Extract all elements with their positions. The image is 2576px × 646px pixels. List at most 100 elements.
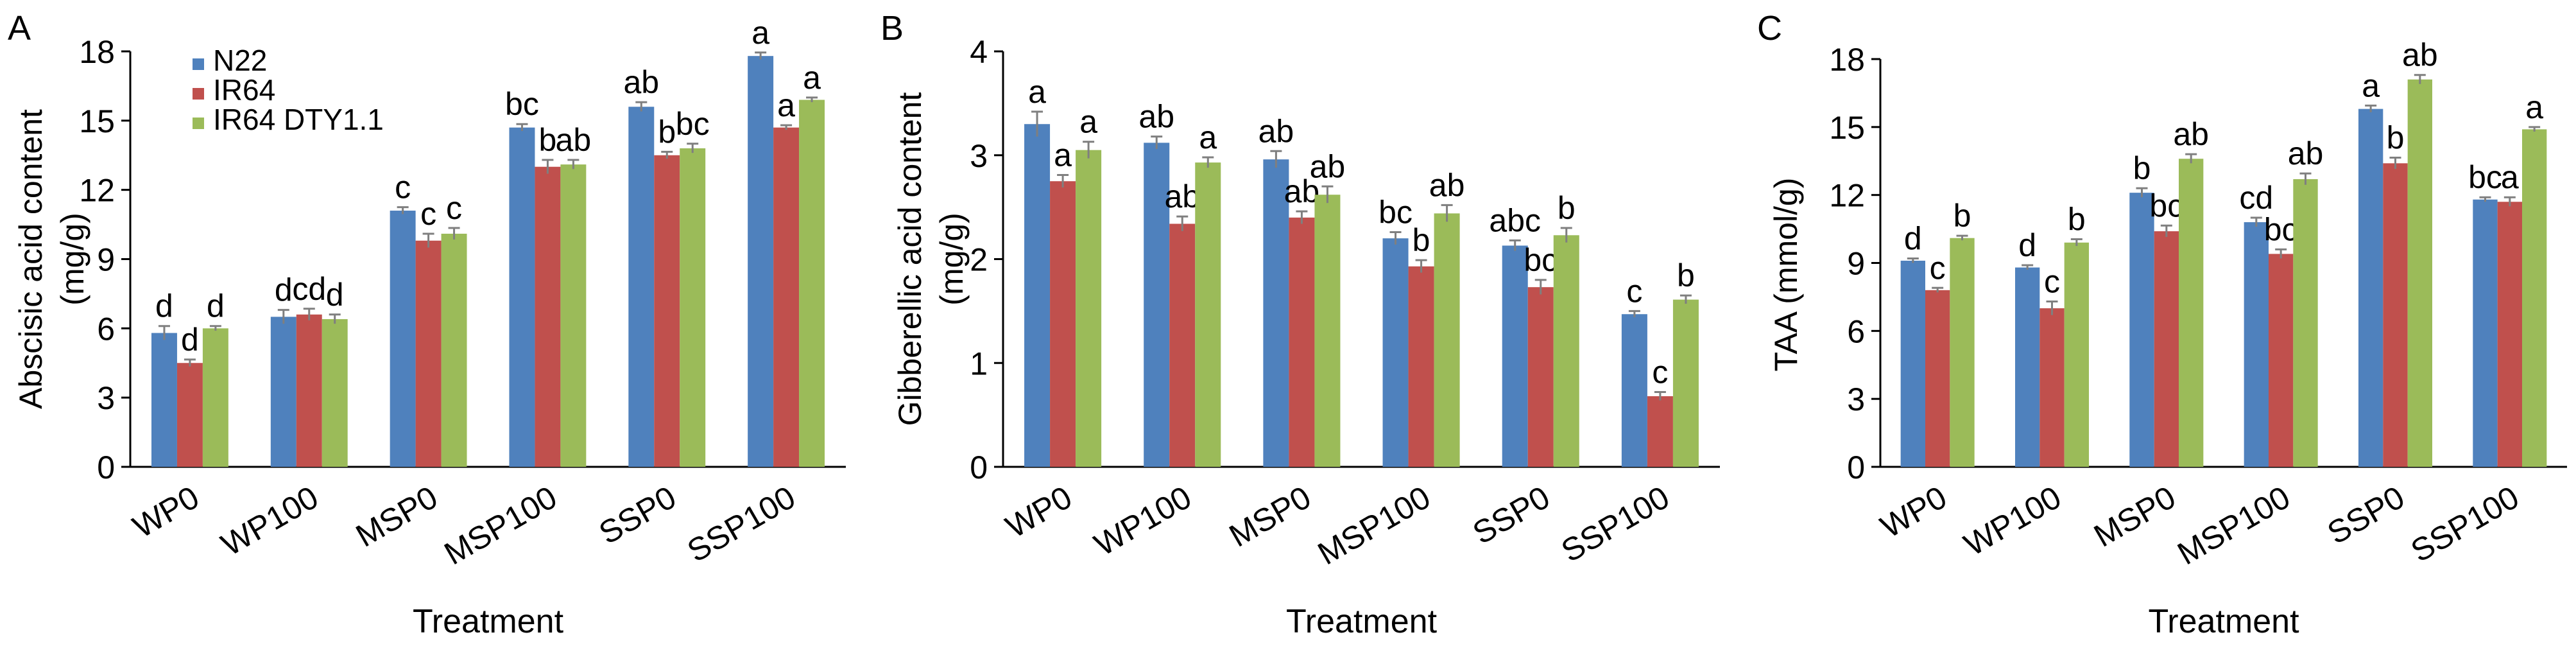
bar [2129,193,2154,467]
significance-letter: a [777,87,795,123]
legend-label: IR64 DTY1.1 [213,103,384,136]
x-axis-label: Treatment [413,603,564,640]
x-axis-label: Treatment [1286,603,1438,640]
significance-letter: b [1677,258,1695,293]
significance-letter: a [1079,104,1097,140]
bar [2497,202,2523,467]
bar [2014,267,2040,467]
bar [2039,308,2065,467]
significance-letter: c [1652,354,1668,390]
significance-letter: ab [1284,173,1320,209]
y-axis-label-unit: (mg/g) [55,213,90,305]
significance-letter: b [2133,150,2151,186]
y-axis-label: Gibberellic acid content [892,92,928,426]
x-tick-label: SSP100 [1556,479,1676,569]
bar [390,211,416,467]
bar [2383,163,2408,467]
panel-label: B [880,9,904,48]
y-tick-label: 6 [1847,313,1865,349]
x-tick-label: WP0 [127,479,205,545]
bar [2407,79,2433,467]
bar [1950,238,1975,467]
bar [748,56,774,467]
significance-letter: ab [1310,148,1346,184]
y-tick-label: 18 [79,34,115,70]
significance-letter: a [1054,137,1072,173]
panel-label: C [1757,9,1782,48]
x-tick-label: SSP100 [2405,479,2525,569]
significance-letter: ab [556,122,592,158]
significance-letter: a [2525,89,2543,125]
y-tick-label: 3 [1847,381,1865,417]
bar [1382,238,1409,467]
bar [1527,287,1554,467]
x-tick-label: WP0 [1875,479,1953,545]
significance-letter: ab [1258,113,1294,149]
legend-label: IR64 [213,73,275,107]
significance-letter: bc [1378,194,1413,230]
significance-letter: b [2068,201,2086,237]
x-tick-label: SSP0 [2321,479,2410,551]
significance-letter: ab [2402,37,2438,73]
bar [1434,213,1460,467]
bar [1408,266,1434,467]
y-tick-label: 9 [1847,246,1865,282]
significance-letter: ab [1164,179,1200,214]
significance-letter: c [1626,273,1642,309]
significance-letter: b [1558,190,1576,226]
bar [1289,217,1315,467]
significance-letter: ab [623,64,659,100]
bar [1169,223,1196,467]
y-tick-label: 15 [79,103,115,139]
significance-letter: d [1904,220,1922,256]
bar [509,127,535,467]
significance-letter: ab [2173,116,2209,152]
panel-label: A [8,9,31,48]
significance-letter: bc [2264,211,2298,247]
x-tick-label: WP100 [215,479,324,563]
bar [535,166,561,467]
y-tick-label: 18 [1829,42,1865,78]
bar [151,333,177,467]
bar [560,164,587,467]
bar [2154,231,2179,467]
legend-swatch [193,58,204,70]
significance-letter: b [2387,119,2405,155]
significance-letter: a [803,60,821,96]
significance-letter: c [1930,250,1946,286]
x-tick-label: WP0 [1000,479,1078,545]
significance-letter: d [326,277,344,313]
y-tick-label: 2 [970,242,988,278]
x-tick-label: WP100 [1088,479,1198,563]
y-tick-label: 0 [97,450,115,485]
bar [1621,314,1647,467]
bar [1314,195,1341,467]
bar [296,314,322,467]
y-tick-label: 12 [79,173,115,209]
significance-letter: cd [292,271,326,307]
x-tick-label: MSP0 [2088,479,2181,554]
bar [799,100,825,467]
panel-a: A 0 3 6 9 12 15 18 Abscisic acid content (mg/g) Tr… [8,9,846,640]
legend-swatch [193,118,204,129]
bar [202,328,228,467]
bar [1925,290,1950,467]
bar [1647,396,1673,467]
bar [176,363,203,467]
bar [270,317,296,467]
significance-letter: abc [1489,202,1541,238]
significance-letter: bc [676,106,710,142]
bar [2358,109,2383,467]
significance-letter: d [181,322,199,358]
bar [628,107,655,467]
bar [680,148,706,467]
significance-letter: cd [2239,180,2273,216]
bar [322,319,348,467]
bar [1672,299,1699,467]
bar [1076,150,1102,467]
bar [1553,235,1579,467]
bar [1024,124,1051,467]
x-tick-label: MSP0 [1223,479,1317,554]
